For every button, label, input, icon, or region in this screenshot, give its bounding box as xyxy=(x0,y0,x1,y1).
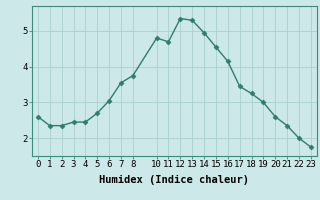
X-axis label: Humidex (Indice chaleur): Humidex (Indice chaleur) xyxy=(100,175,249,185)
